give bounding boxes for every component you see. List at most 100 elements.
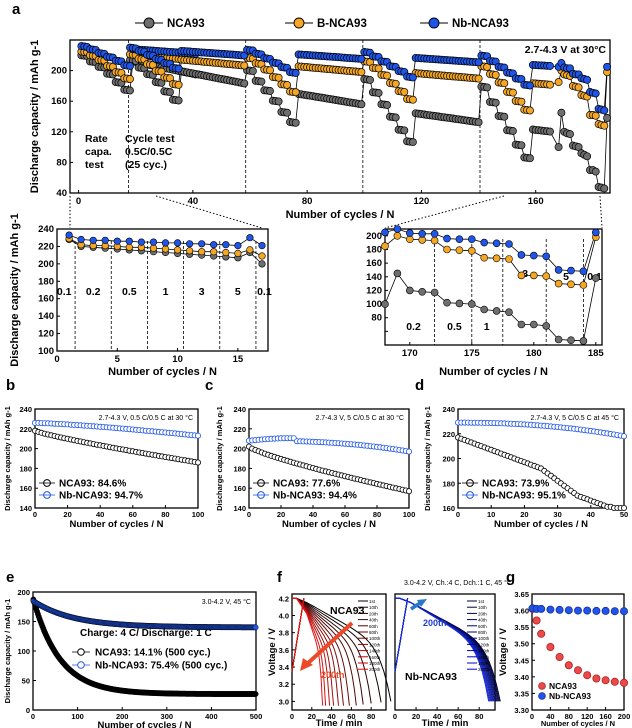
panel-letter-e: e [6,569,14,586]
voltage-curve-0 [292,597,350,706]
point-nca93 [357,100,366,109]
point-nca93 [526,154,534,163]
point-g-0 [574,666,583,675]
inset-left-point [234,242,242,250]
point-nca93 [166,88,174,97]
point-g-1 [537,604,546,613]
x-tick-label: 0 [54,354,59,365]
inset-right-point [443,234,451,243]
inset-right-point [393,225,402,233]
y-tick-label: 200 [38,259,54,270]
cycle-legend-label: 1st [369,599,376,604]
voltage-curve-0 [292,597,324,706]
legend-marker [77,661,85,669]
y-tick-label: 3.60 [514,607,529,616]
x-tick-label: 0 [393,712,397,721]
point-c-1 [405,448,412,455]
x-tick-label: 80 [367,712,375,721]
chart-a-inset-left: 0 5 10 15100120140160180200220240Discharge … [9,213,272,378]
voltage-curve-0 [292,597,364,705]
inset-right-point [467,235,476,243]
point-b_nca93 [474,74,483,83]
y-tick-label: 80 [371,313,382,324]
point-b_nca93 [391,79,400,88]
x-axis-title: Number of cycles / N [439,366,548,378]
rate-label: 0.5 [122,286,137,298]
arrow-head [300,658,313,671]
inset-left-point [198,240,206,248]
inset-right-line-nb_nca93 [384,228,597,272]
inset-left-frame [56,228,269,352]
point-nca93 [491,98,500,107]
chart-g: 0 40 80 120 160 200 3.30 3.35 3.40 3.45 3.50 3.55 3.… [498,590,630,728]
inset-right-point [430,288,439,297]
panel-f-frame-1 [394,593,496,711]
y-tick-label: 200 [442,455,455,464]
inset-left-point [77,235,85,244]
zoom-connector [599,195,603,229]
point-nca93 [291,118,300,127]
y-tick-label: 160 [19,484,32,493]
point-b_nca93 [491,70,500,79]
y-tick-label: 100 [366,299,382,310]
y-tick-label: 140 [366,272,382,283]
x-tick-label: 0 [290,712,294,721]
protocol-e: Charge: 4 C/ Discharge: 1 C [80,628,212,639]
point-nca93 [266,87,274,95]
x-tick-label: 100 [403,510,416,519]
inset-right-point [542,252,551,261]
inset-left-point [210,241,218,249]
inset-right-point [542,272,551,280]
cycle-legend-label: 180th [369,661,381,666]
point-nb_nca93 [126,62,134,70]
point-nca93 [240,79,249,88]
x-axis-title: Number of cycles / N [282,519,376,530]
cycle-legend-label: 10th [478,605,487,610]
legend-label-c: Nb-NCA93: 94.4% [273,491,357,502]
rate-label: 0.2 [406,321,421,333]
rate-label: 0.2 [86,286,101,298]
x-tick-label: 20 [308,712,316,721]
point-nb_nca93 [526,81,534,90]
chart-b: 0 20 40 60 80 100 140 160 180 200 220 240 Discharge … [3,405,204,530]
zoom-connector [384,195,505,229]
y-tick-label: 3.30 [514,706,529,715]
y-tick-label: 240 [233,405,246,414]
point-b_nca93 [400,87,409,96]
point-b_nca93 [574,83,583,92]
cycle-legend-label: 20th [478,611,487,616]
point-nb_nca93 [174,64,183,73]
rate-label: 5 [235,286,241,298]
point-g-1 [601,606,610,615]
x-tick-label: 180 [526,348,542,359]
x-tick-label: 80 [161,510,169,519]
rate-label: 5 [563,271,569,283]
inset-right-point [579,337,588,345]
point-nca93 [500,112,509,121]
point-nb_nca93 [583,75,592,84]
x-tick-label: 40 [587,510,595,519]
arrow-head-nb [417,599,427,607]
panel-letter-c: c [205,377,213,394]
point-nca93 [383,101,392,109]
x-axis-title: Number of cycles / N [494,519,588,530]
y-tick-label: 220 [19,425,32,434]
annotation-cycle-test: 0.5C/0.5C [125,146,173,158]
y-tick-label: 0 [26,706,30,715]
y-tick-label: 3.50 [514,640,529,649]
y-tick-label: 160 [233,484,246,493]
inset-right-point [405,229,414,237]
y-tick-label: 220 [233,425,246,434]
inset-right-point [430,236,439,245]
inset-left-point [258,242,266,250]
inset-left-point [137,238,145,246]
x-tick-label: 20 [63,510,71,519]
y-tick-label: 100 [17,647,30,656]
y-tick-label: 220 [442,430,455,439]
y-tick-label: 120 [51,127,67,138]
charge-curve-0 [291,598,305,672]
point-nca93 [408,138,417,147]
point-nb_nca93 [291,69,300,77]
point-b-0 [194,459,201,466]
